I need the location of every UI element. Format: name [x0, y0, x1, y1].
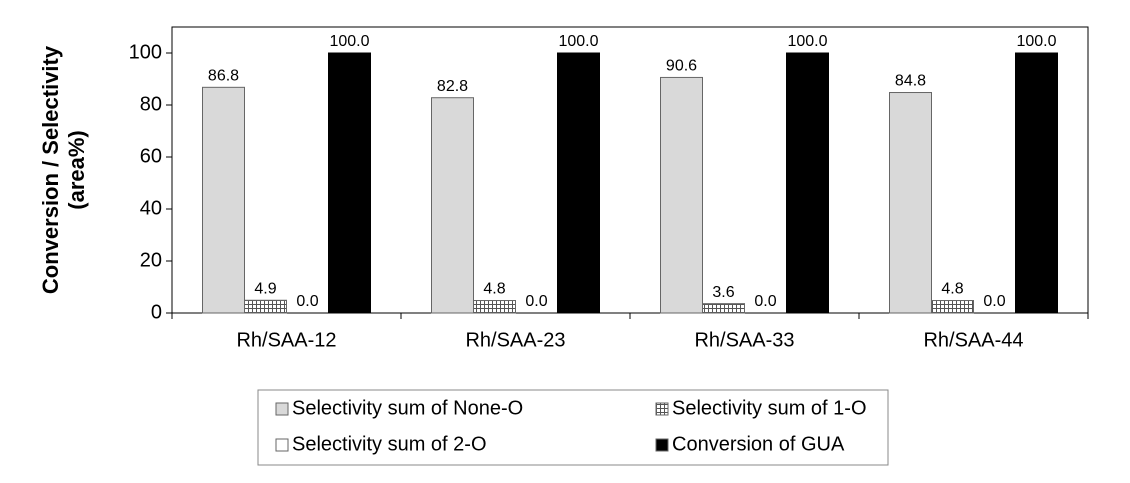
bar [660, 76, 703, 314]
bar [557, 52, 600, 314]
legend-label: Selectivity sum of 1-O [672, 397, 867, 419]
legend-label: Selectivity sum of 2-O [292, 433, 487, 455]
x-tick-label: Rh/SAA-12 [236, 329, 336, 351]
y-axis-label: Conversion / Selectivity [38, 45, 63, 294]
value-label: 100.0 [787, 33, 827, 50]
bar [431, 97, 474, 314]
bar [202, 86, 245, 314]
bar [328, 52, 371, 314]
bar [244, 299, 287, 314]
y-tick-label: 20 [140, 249, 162, 271]
legend-swatch [655, 402, 669, 416]
value-label: 0.0 [525, 293, 547, 310]
value-label: 100.0 [1016, 33, 1056, 50]
bar [473, 300, 516, 314]
value-label: 84.8 [895, 73, 926, 90]
value-label: 3.6 [712, 284, 734, 301]
bar [786, 52, 829, 314]
value-label: 4.9 [254, 280, 276, 297]
bar [931, 300, 974, 314]
value-label: 82.8 [437, 78, 468, 95]
legend-swatch [275, 438, 289, 452]
x-tick-label: Rh/SAA-23 [465, 329, 565, 351]
bar [889, 92, 932, 314]
y-tick-label: 0 [151, 301, 162, 323]
legend-label: Selectivity sum of None-O [292, 397, 523, 419]
bar [1015, 52, 1058, 314]
legend-swatch [275, 402, 289, 416]
value-label: 0.0 [983, 293, 1005, 310]
bar [702, 303, 745, 314]
legend-swatch [655, 438, 669, 452]
y-axis-label: (area%) [64, 130, 89, 209]
value-label: 100.0 [558, 33, 598, 50]
value-label: 0.0 [296, 293, 318, 310]
value-label: 4.8 [483, 281, 505, 298]
y-tick-label: 40 [140, 197, 162, 219]
legend-box [257, 389, 889, 466]
legend-label: Conversion of GUA [672, 433, 845, 455]
x-tick-label: Rh/SAA-33 [694, 329, 794, 351]
value-label: 0.0 [754, 293, 776, 310]
value-label: 90.6 [666, 58, 697, 75]
value-label: 100.0 [329, 33, 369, 50]
plot-frame [171, 26, 1089, 314]
value-label: 4.8 [941, 281, 963, 298]
y-tick-label: 100 [129, 41, 162, 63]
x-tick-label: Rh/SAA-44 [923, 329, 1023, 351]
y-tick-label: 60 [140, 145, 162, 167]
y-tick-label: 80 [140, 93, 162, 115]
value-label: 86.8 [208, 68, 239, 85]
